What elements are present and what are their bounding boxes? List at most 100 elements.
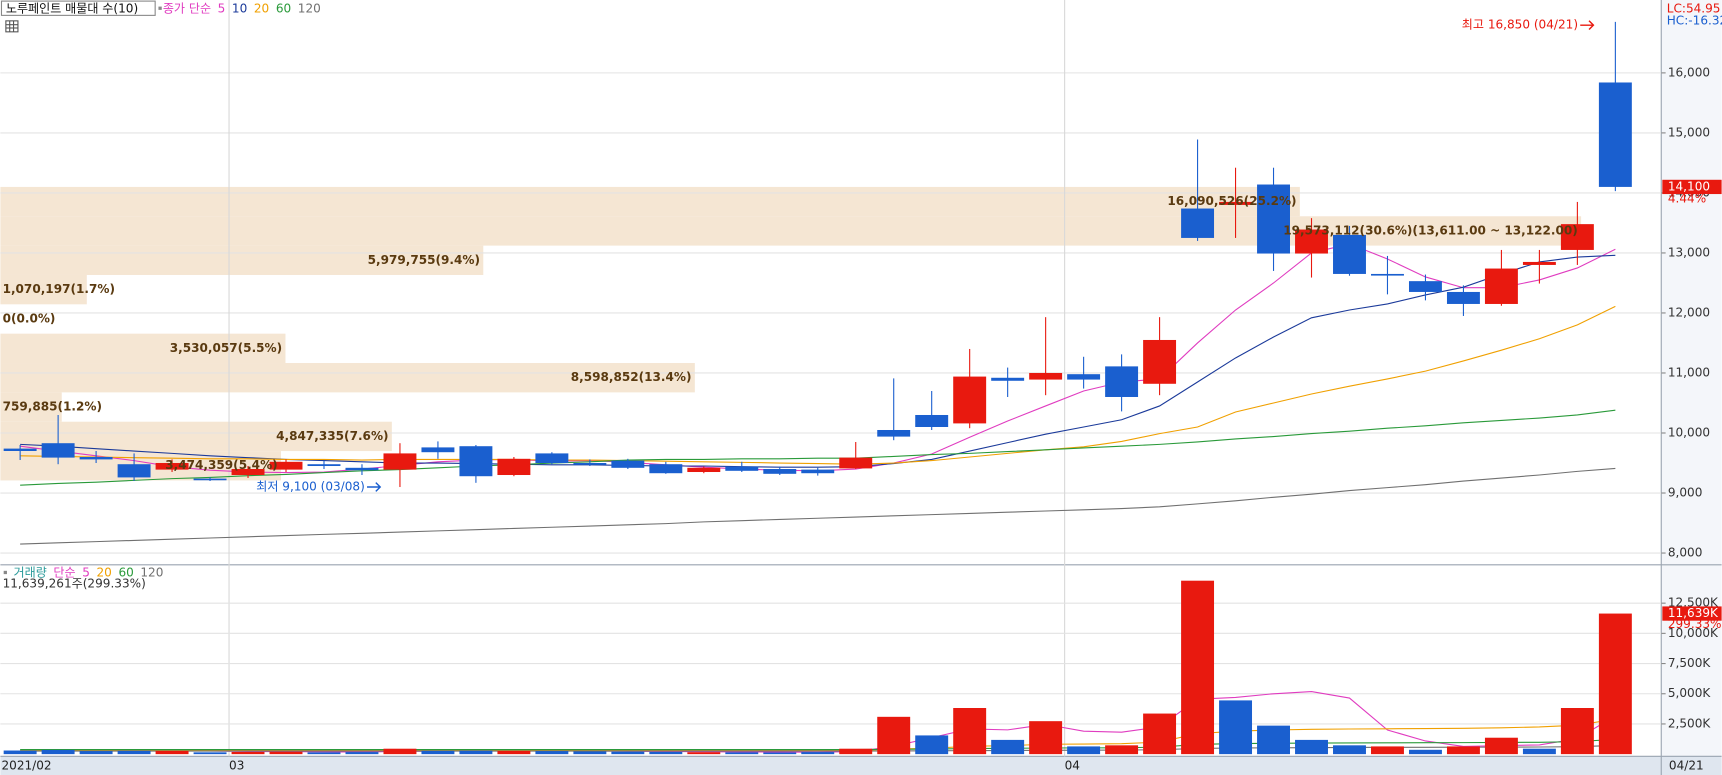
volume-profile-label: 3,530,057(5.5%) [170,341,282,355]
volume-bar [1029,721,1063,755]
candle-body [915,414,949,427]
candle-body [193,478,227,481]
marks [3,20,1632,755]
candle-body [41,443,75,458]
candle-body [1181,208,1215,238]
volume-info: 11,639,261주(299.33%) [3,576,146,590]
candle-body [155,463,189,470]
y-tick-label: 11,000 [1668,365,1710,379]
volume-bar [877,716,911,755]
grid-icon [5,20,19,33]
candle-body [1446,291,1480,304]
candle-body [953,376,987,424]
volume-bar [991,739,1025,755]
y-tick-label: 10,000K [1668,626,1719,640]
volume-bar [1219,700,1253,755]
volume-bar [1371,746,1404,755]
volume-profile-band [0,245,484,275]
last-price-change: 4.44% [1668,191,1706,205]
volume-bar [573,751,607,755]
candle-body [649,464,683,474]
last-volume-box [1662,606,1722,621]
volume-bar [117,750,151,755]
x-tick-label: 2021/02 [1,759,51,773]
legend-entry: 120 [140,566,163,580]
candle-body [611,460,645,468]
legend-marker [3,570,7,575]
volume-bar [3,750,37,755]
candle-body [383,453,417,470]
last-price-box [1662,179,1722,195]
candle-body [877,429,911,437]
volume-profile-label: 19,573,112(30.6%)(13,611.00 ~ 13,122.00) [1283,223,1578,237]
moving-average-line [20,409,1616,486]
legend-title: 종가 단순 [163,1,211,15]
volume-bar [1067,746,1101,755]
volume-profile-label: 759,885(1.2%) [3,400,102,414]
indicator-hc: HC:-16.32 [1667,13,1722,27]
candle-body [535,453,569,464]
volume-bar [839,748,873,755]
moving-average-line [20,738,1616,751]
candle-body [1219,201,1253,205]
y-tick-label: 16,000 [1668,65,1710,79]
volume-bar [497,751,531,755]
volume-bar [1446,746,1480,755]
moving-average-line [20,718,1616,752]
volume-bar [459,750,493,755]
y-tick-label: 12,500K [1668,596,1719,610]
legend-entry: 20 [96,566,111,580]
candle-body [801,469,835,474]
y-tick-label: 5,000K [1668,686,1712,700]
volume-bar [1598,613,1632,755]
x-axis-area [0,756,1722,775]
legend-entry: 20 [254,1,269,15]
x-tick-label: 04 [1065,759,1080,773]
volume-profile-band [0,274,87,305]
candle-body [231,469,265,476]
volume-bar [193,752,227,755]
candle-body [1105,366,1139,397]
y-tick-label: 9,000 [1668,486,1703,500]
title-box [0,0,156,16]
legend-entry: 5 [218,1,226,15]
volume-profile-label: 16,090,526(25.2%) [1167,194,1296,208]
right-axis-area [1661,0,1722,775]
volume-bar [1143,713,1177,755]
candle-body [345,467,379,471]
candle-body [1067,374,1101,380]
low-annotation: 최저 9,100 (03/08) [256,480,365,494]
y-tick-label: 12,000 [1668,305,1710,319]
legend-entry: 5 [82,566,90,580]
volume-bar [41,749,75,755]
candle-body [1143,339,1177,384]
volume-bar [687,752,721,755]
volume-bar [801,752,835,755]
volume-profile-band [0,186,1300,217]
legend-entry: 120 [298,1,321,15]
grid [0,0,1666,757]
candle-body [459,446,493,477]
volume-profile-band [0,333,286,364]
candle-body [117,464,151,478]
volume-profile-label: 0(0.0%) [3,311,56,325]
candle-body [1257,184,1290,254]
low-arrow [367,482,382,492]
y-tick-label: 8,000 [1668,546,1703,560]
volume-bar [155,751,189,755]
last-volume-change: 299.33% [1668,617,1722,631]
legend-entry: 60 [276,1,291,15]
volume-bar [915,735,949,755]
volume-profile-label: 4,847,335(7.6%) [276,429,388,443]
volume-bar [1333,745,1366,755]
candle-body [1371,273,1404,276]
volume-bar [535,751,569,755]
y-tick-label: 7,500K [1668,656,1712,670]
volume-bar [1257,725,1290,755]
candle-body [1029,372,1063,380]
moving-average-line [20,467,1616,545]
candle-body [307,464,341,467]
current-date: 04/21 [1669,759,1704,773]
